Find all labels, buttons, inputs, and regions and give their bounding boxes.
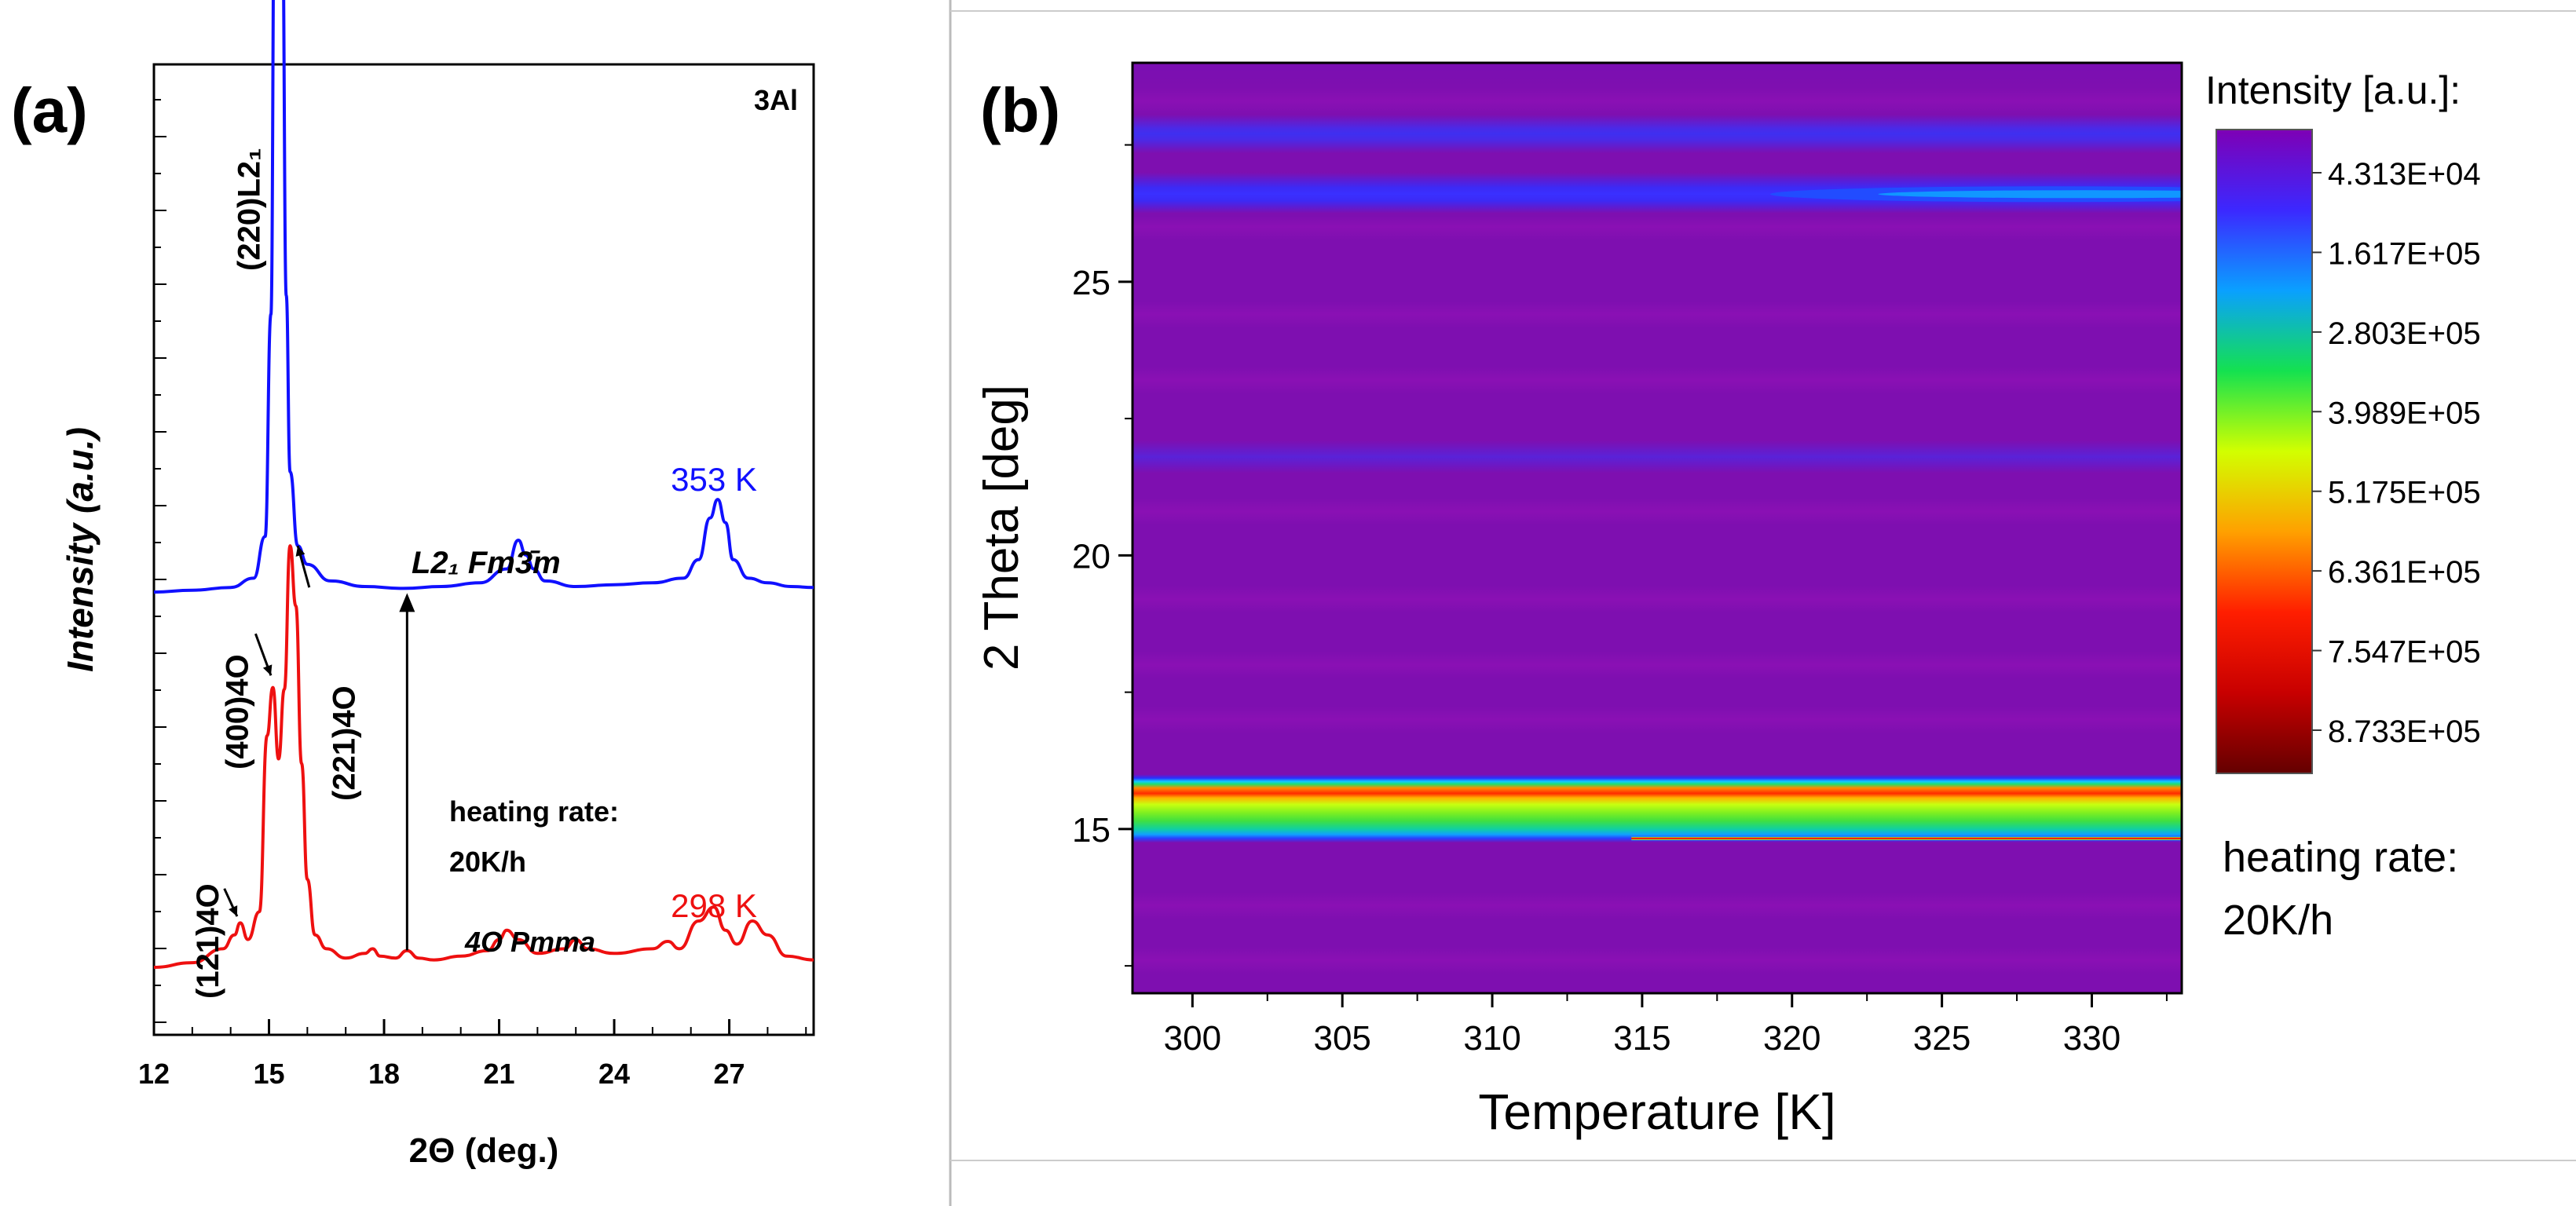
arrow-221-head bbox=[295, 546, 306, 557]
peak-label-400-4O: (400)4O bbox=[220, 654, 254, 769]
a-x-tick-label: 15 bbox=[253, 1058, 284, 1090]
b-y-tick-label: 25 bbox=[1072, 264, 1111, 302]
heating-rate-line2: 20K/h bbox=[2223, 897, 2333, 944]
panel-b-label: (b) bbox=[980, 75, 1060, 145]
panel-b-y-axis-label: 2 Theta [deg] bbox=[975, 385, 1029, 671]
colorbar-tick-label: 8.733E+05 bbox=[2328, 714, 2481, 749]
colorbar-title: Intensity [a.u.]: bbox=[2205, 68, 2461, 112]
colorbar-tick-label: 7.547E+05 bbox=[2328, 635, 2481, 670]
arrow-400-head bbox=[262, 664, 273, 676]
heatmap-base bbox=[1132, 63, 2182, 993]
phase-label-L21: L2₁ Fm3̄m bbox=[412, 546, 561, 580]
temperature-label-353K: 353 K bbox=[671, 461, 757, 498]
colorbar-ticks: 4.313E+04 1.617E+05 2.803E+05 3.989E+05 5.17… bbox=[2312, 157, 2481, 749]
b-y-tick-label: 20 bbox=[1072, 537, 1111, 576]
panel-a-sample-label: 3Al bbox=[754, 84, 798, 116]
heatmap-after-band bbox=[1631, 785, 2182, 851]
panel-a: (a) 3Al 12 15 18 21 24 27 (220)L2₁ (121)4O (400… bbox=[11, 0, 815, 1170]
temperature-label-298K: 298 K bbox=[671, 887, 757, 924]
b-y-tick-label: 15 bbox=[1072, 811, 1111, 850]
b-x-tick-label: 325 bbox=[1913, 1019, 1970, 1058]
panel-a-y-axis-label: Intensity (a.u.) bbox=[60, 427, 101, 672]
heatmap-after-transition bbox=[1631, 186, 2182, 851]
heating-rate-label: heating rate: bbox=[449, 795, 619, 828]
panel-a-plot-frame bbox=[152, 63, 815, 1036]
panel-a-x-axis-label: 2Θ (deg.) bbox=[409, 1131, 559, 1170]
colorbar-tick-label: 6.361E+05 bbox=[2328, 555, 2481, 590]
a-x-tick-label: 21 bbox=[484, 1058, 515, 1090]
heatmap-frame bbox=[1131, 61, 2183, 995]
panel-a-annotations: (220)L2₁ (121)4O (400)4O (221)4O heating rat… bbox=[191, 148, 757, 999]
a-x-tick-label: 27 bbox=[714, 1058, 745, 1090]
panel-b-x-axis-label: Temperature [K] bbox=[1478, 1084, 1835, 1140]
b-x-tick-label: 320 bbox=[1763, 1019, 1820, 1058]
colorbar-tick-label: 3.989E+05 bbox=[2328, 396, 2481, 430]
heating-arrow-head bbox=[399, 593, 415, 612]
b-x-tick-label: 310 bbox=[1463, 1019, 1520, 1058]
colorbar-tick-label: 1.617E+05 bbox=[2328, 236, 2481, 271]
colorbar bbox=[2216, 129, 2313, 774]
peak-label-221-4O: (221)4O bbox=[327, 685, 361, 801]
b-x-tick-label: 300 bbox=[1164, 1019, 1221, 1058]
colorbar-tick-label: 2.803E+05 bbox=[2328, 316, 2481, 351]
series-line-298-K bbox=[153, 544, 814, 969]
phase-label-4O: 4O Pmma bbox=[464, 926, 595, 958]
heating-rate-line1: heating rate: bbox=[2223, 834, 2458, 881]
colorbar-tick-label: 5.175E+05 bbox=[2328, 476, 2481, 510]
heatmap bbox=[1132, 63, 2182, 993]
peak-label-220-L21: (220)L2₁ bbox=[232, 148, 267, 271]
panel-a-curves bbox=[153, 0, 814, 969]
b-x-tick-label: 305 bbox=[1313, 1019, 1370, 1058]
panel-a-label: (a) bbox=[11, 75, 88, 145]
a-x-tick-label: 18 bbox=[368, 1058, 400, 1090]
b-x-tick-label: 315 bbox=[1613, 1019, 1670, 1058]
a-x-tick-label: 24 bbox=[598, 1058, 630, 1090]
heating-rate-value: 20K/h bbox=[449, 846, 526, 878]
series-line-353-K bbox=[153, 0, 814, 594]
colorbar-tick-label: 4.313E+04 bbox=[2328, 157, 2481, 192]
peak-label-121-4O: (121)4O bbox=[191, 883, 225, 999]
panel-b-ticks: 300 305 310 315 320 325 330 15 20 25 bbox=[1072, 144, 2168, 1058]
heatmap-high-angle-core bbox=[1878, 190, 2182, 199]
a-x-tick-label: 12 bbox=[138, 1058, 170, 1090]
b-x-tick-label: 330 bbox=[2063, 1019, 2120, 1058]
panel-a-ticks: 12 15 18 21 24 27 bbox=[138, 99, 807, 1090]
arrow-121-head bbox=[229, 905, 238, 917]
panel-b: (b) 300 305 310 315 320 325 330 15 20 25 Temperat… bbox=[975, 61, 2481, 1140]
